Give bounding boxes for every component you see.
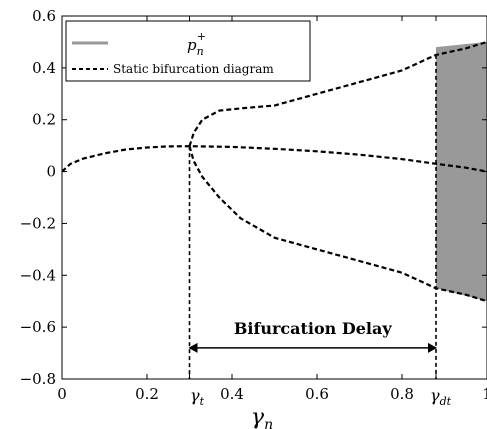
band-layer <box>436 41 487 302</box>
y-tick-label-0: 0.6 <box>32 7 56 25</box>
gamma-t-label: γt <box>190 386 205 408</box>
y-tick-label-1: 0.4 <box>32 59 56 77</box>
legend: pn+ Static bifurcation diagram <box>65 20 311 82</box>
gamma-dt-label: γdt <box>430 386 452 408</box>
x-tick-label-0: 0 <box>57 385 67 403</box>
curve-layer <box>62 40 487 303</box>
tick-label-layer: 0 0.2 0.4 0.6 0.8 1 0.6 0.4 0.2 0 −0.2 −0.4 −0.6 −0.8 <box>20 7 487 403</box>
x-tick-label-2: 0.4 <box>220 385 244 403</box>
legend-band-label: pn+ <box>187 30 206 58</box>
legend-dashed-label: Static bifurcation diagram <box>113 62 274 76</box>
x-axis-label: γn <box>251 405 273 429</box>
y-tick-label-5: −0.4 <box>20 266 56 284</box>
plot-frame <box>61 15 487 380</box>
y-tick-label-7: −0.8 <box>20 370 56 388</box>
x-tick-label-1: 0.2 <box>135 385 159 403</box>
curve-middle-branch <box>62 145 487 173</box>
band-p-n-plus <box>436 41 487 302</box>
y-tick-label-6: −0.6 <box>20 318 56 336</box>
x-tick-label-3: 0.6 <box>305 385 329 403</box>
bifurcation-delay-label: Bifurcation Delay <box>234 319 393 338</box>
y-tick-label-4: −0.2 <box>20 214 56 232</box>
curve-upper-branch <box>188 40 487 147</box>
legend-box <box>65 20 311 82</box>
guide-layer <box>188 54 437 379</box>
x-tick-label-4: 0.8 <box>390 385 414 403</box>
y-tick-label-3: 0 <box>46 163 56 181</box>
tick-layer <box>61 15 487 380</box>
x-tick-label-5: 1 <box>482 385 487 403</box>
y-tick-label-2: 0.2 <box>32 111 56 129</box>
